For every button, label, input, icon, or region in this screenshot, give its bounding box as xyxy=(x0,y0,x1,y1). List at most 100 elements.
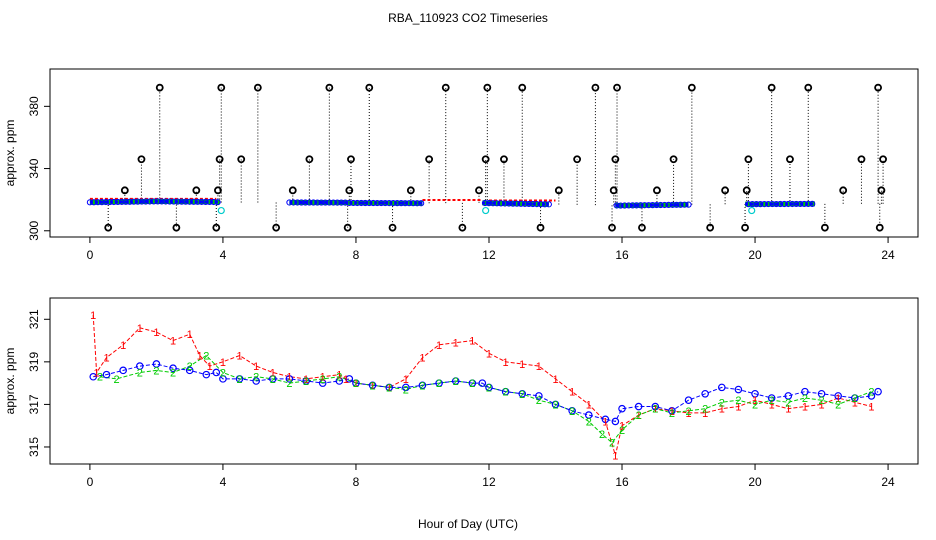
series-1-point: 1 xyxy=(336,370,342,382)
outlier-point xyxy=(253,83,262,92)
bottom-x-tick-label: 16 xyxy=(615,475,629,489)
series-3-point xyxy=(135,362,144,370)
series-1-point: 1 xyxy=(197,350,203,362)
baseline-point xyxy=(509,200,517,207)
series-2-point: 2 xyxy=(370,380,376,392)
outlier-point xyxy=(638,223,646,232)
bottom-x-tick-label: 20 xyxy=(748,475,762,489)
series-1-point: 1 xyxy=(552,374,558,386)
series-3-point xyxy=(874,387,882,396)
outlier-point xyxy=(591,83,600,92)
baseline-point xyxy=(773,200,780,208)
baseline-point xyxy=(122,198,129,205)
series-3-point xyxy=(618,404,626,413)
baseline-point xyxy=(322,199,329,206)
series-3-point xyxy=(651,402,660,411)
series-1-point: 1 xyxy=(137,323,143,335)
series-2-point: 2 xyxy=(237,374,243,386)
series-3-point xyxy=(634,402,643,411)
baseline-point xyxy=(94,199,101,206)
series-1-point: 1 xyxy=(569,387,575,399)
series-2-point: 2 xyxy=(97,372,103,384)
outlier-point xyxy=(345,186,354,195)
series-2-point: 2 xyxy=(685,406,691,418)
baseline-point xyxy=(150,198,157,205)
top-x-tick-label: 4 xyxy=(220,248,227,262)
series-1-point: 1 xyxy=(652,404,658,416)
baseline-point xyxy=(533,200,540,208)
baseline-point xyxy=(753,201,760,208)
baseline-point xyxy=(521,200,529,207)
baseline-point xyxy=(641,202,648,209)
series-2-point: 2 xyxy=(835,399,841,411)
outlier-point xyxy=(613,83,621,92)
series-2-point: 2 xyxy=(552,399,558,411)
baseline-point xyxy=(114,198,121,206)
baseline-point xyxy=(102,198,109,206)
series-1-point: 1 xyxy=(536,361,542,373)
outlier-point xyxy=(820,223,829,232)
series-3-point xyxy=(717,383,726,392)
chart-title: RBA_110923 CO2 Timeseries xyxy=(388,11,548,25)
top-y-tick-label: 340 xyxy=(27,158,41,178)
baseline-point xyxy=(306,199,313,206)
series-2-point: 2 xyxy=(353,378,359,390)
bottom-x-tick-label: 12 xyxy=(482,475,496,489)
outlier-point xyxy=(669,155,678,164)
series-2-point: 2 xyxy=(336,372,342,384)
outlier-point xyxy=(425,155,434,164)
baseline-point xyxy=(681,201,688,208)
series-1-point: 1 xyxy=(419,353,425,365)
outlier-point xyxy=(687,83,696,92)
baseline-point xyxy=(657,201,664,209)
baseline-point xyxy=(326,199,333,206)
outlier-point xyxy=(237,155,246,164)
baseline-point xyxy=(158,198,165,205)
baseline-point xyxy=(338,199,345,206)
series-2-point: 2 xyxy=(453,376,459,388)
series-2-point: 2 xyxy=(735,395,741,407)
series-3-point xyxy=(185,366,194,375)
baseline-point xyxy=(805,200,812,207)
baseline-point xyxy=(781,200,788,208)
series-3-point xyxy=(684,396,693,404)
baseline-point xyxy=(198,198,205,205)
series-2-point: 2 xyxy=(403,385,409,397)
series-3-point xyxy=(535,392,543,400)
series-3-point xyxy=(867,392,876,400)
series-3-point xyxy=(119,366,127,375)
series-2-point: 2 xyxy=(652,404,658,416)
baseline-point xyxy=(789,200,796,208)
flag-point xyxy=(482,206,490,215)
series-2-point: 2 xyxy=(818,395,824,407)
baseline-point xyxy=(673,201,680,208)
baseline-point xyxy=(661,201,668,209)
outlier-point xyxy=(458,223,467,232)
baseline-point xyxy=(298,199,305,206)
outlier-point xyxy=(804,83,813,92)
top-plot-frame xyxy=(49,68,919,238)
baseline-point xyxy=(517,200,525,207)
series-1-point: 1 xyxy=(436,340,442,352)
outlier-point xyxy=(500,155,508,164)
baseline-point xyxy=(146,198,153,205)
series-1-point: 1 xyxy=(453,338,459,350)
outlier-point xyxy=(155,83,164,92)
baseline-point xyxy=(186,198,193,205)
baseline-point xyxy=(525,200,532,208)
outlier-point xyxy=(874,83,882,92)
baseline-point xyxy=(493,200,501,207)
series-3-point xyxy=(485,383,493,392)
series-1-point: 1 xyxy=(320,372,326,384)
baseline-point xyxy=(382,199,389,207)
series-1-point: 1 xyxy=(586,399,592,411)
series-2-point: 2 xyxy=(569,406,575,418)
series-1-point: 1 xyxy=(802,402,808,414)
series-1-point: 1 xyxy=(286,372,292,384)
baseline-point xyxy=(210,198,217,206)
baseline-point xyxy=(777,200,784,208)
x-axis-label: Hour of Day (UTC) xyxy=(418,517,518,531)
top-y-axis-label: approx. ppm xyxy=(3,120,17,187)
series-2-point: 2 xyxy=(769,395,775,407)
baseline-point xyxy=(378,199,385,207)
